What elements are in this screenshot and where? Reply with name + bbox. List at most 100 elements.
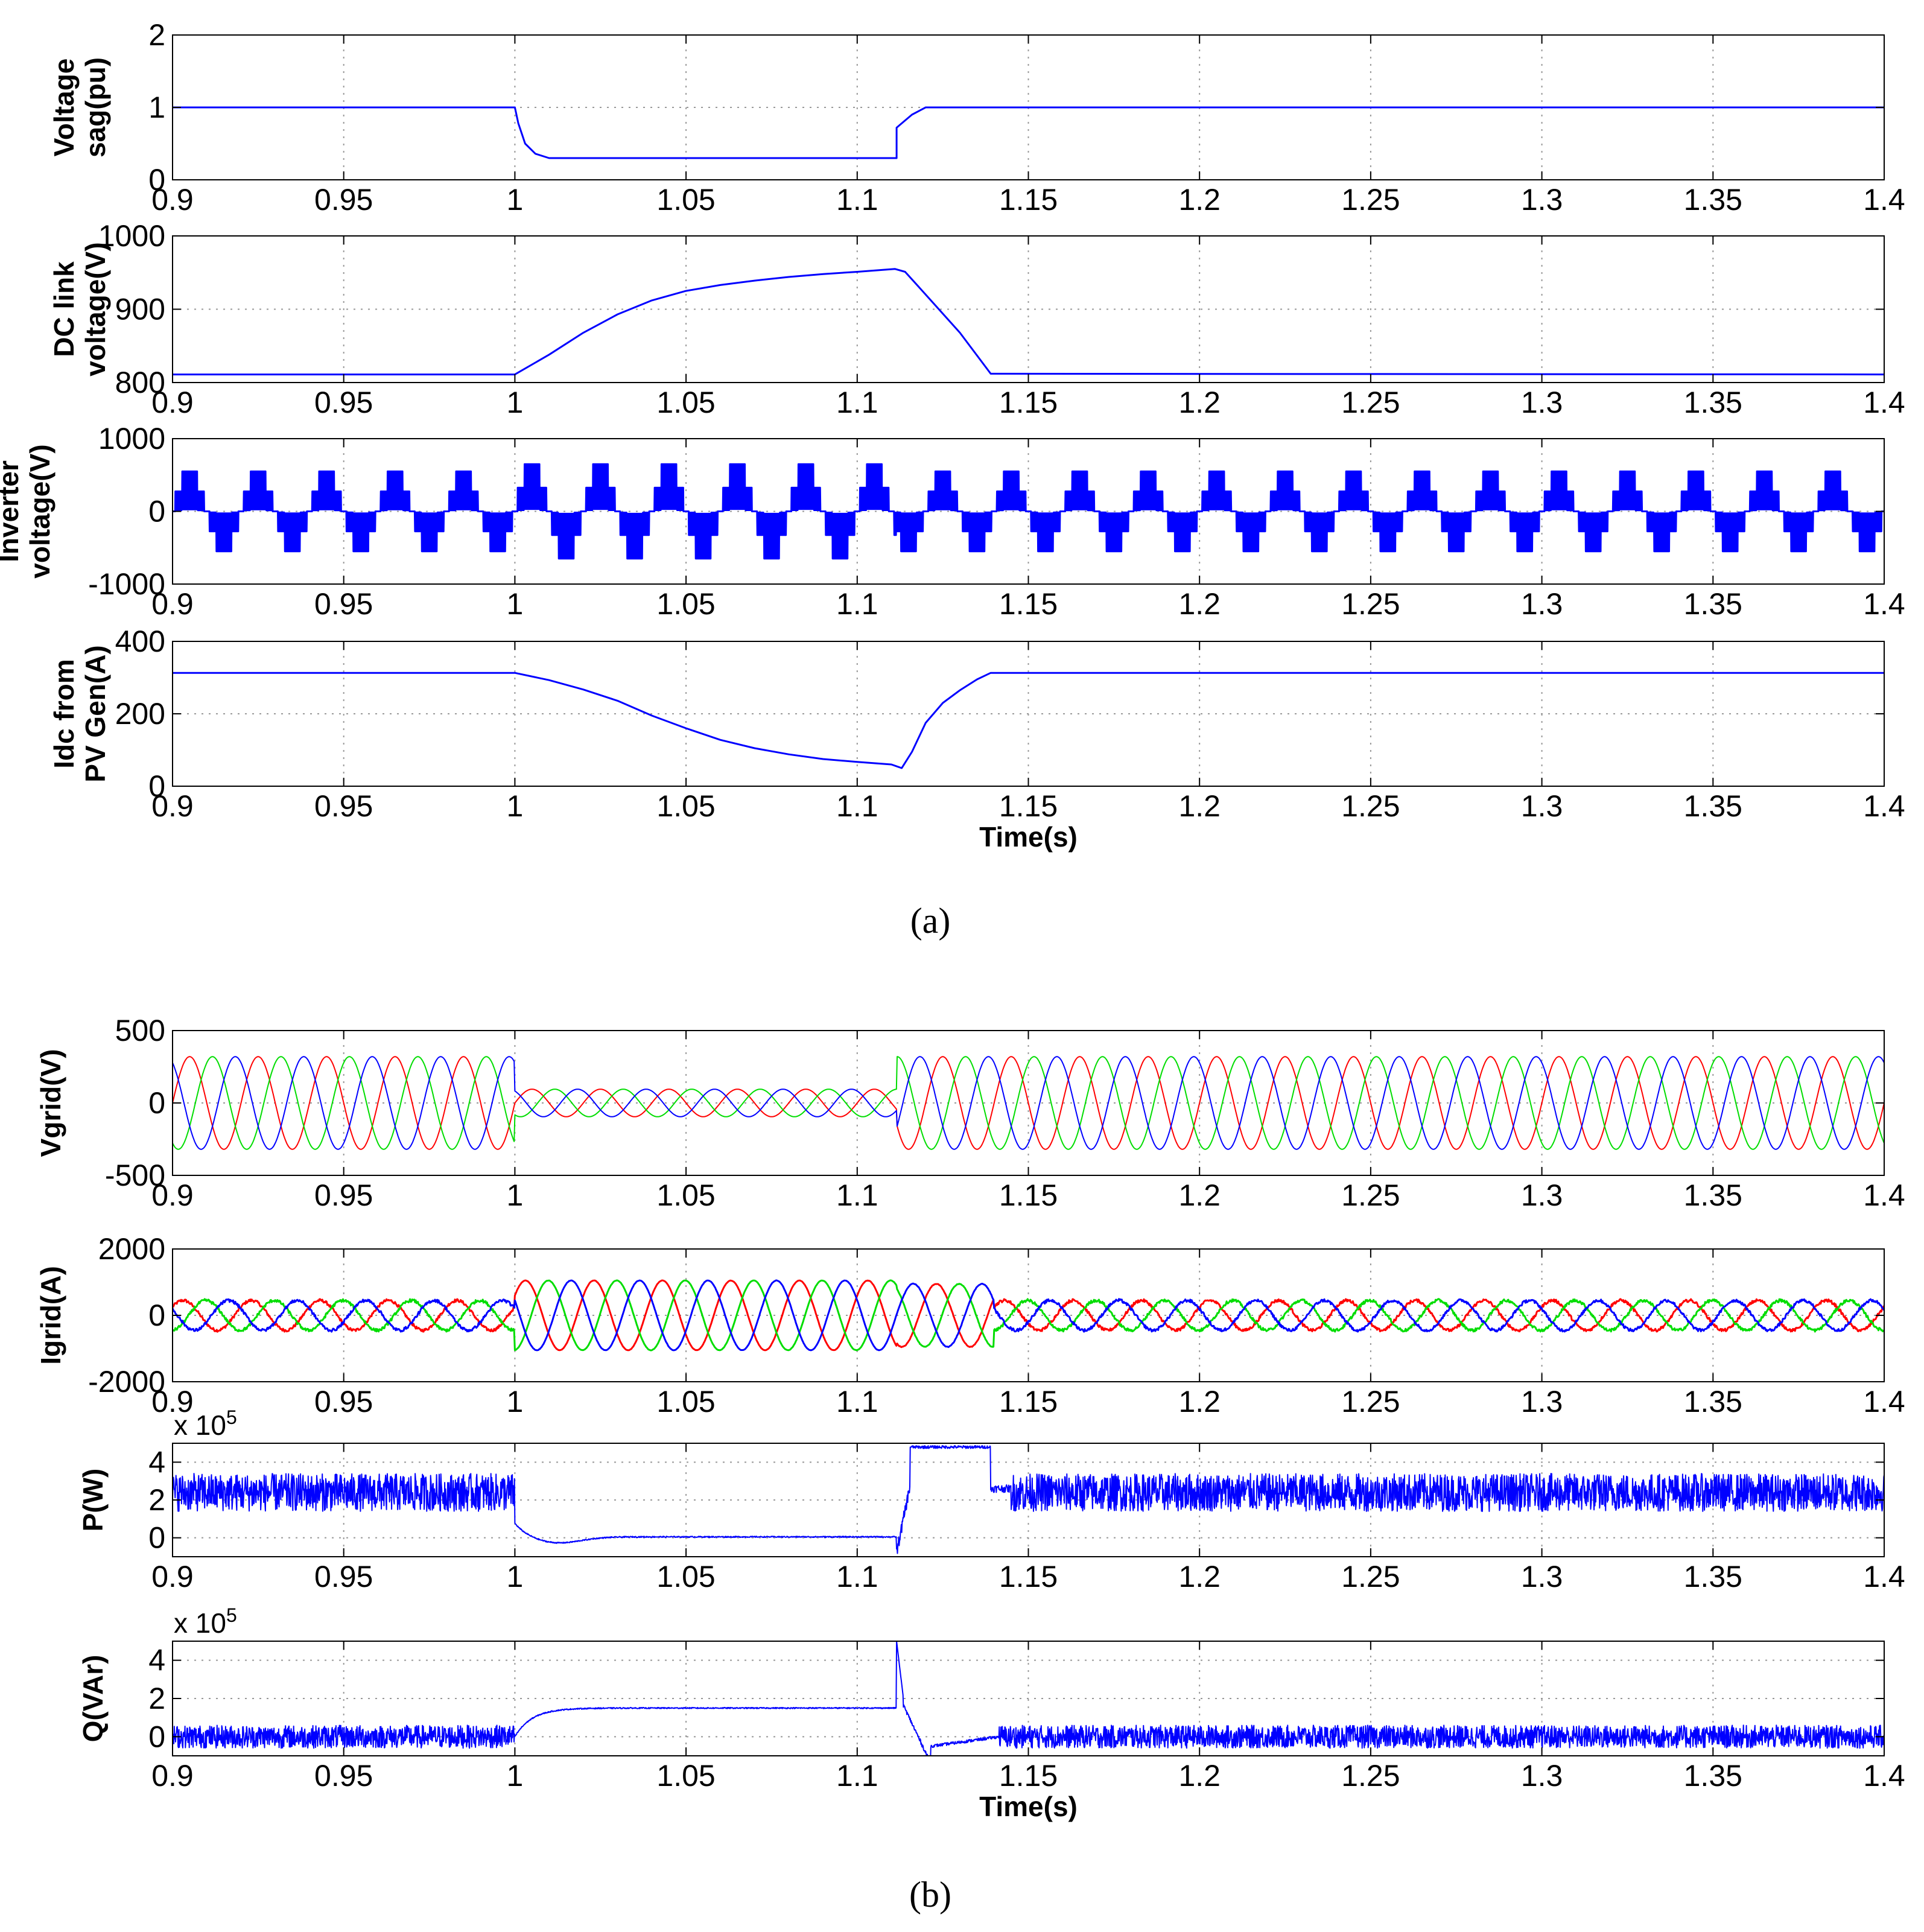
x-tick-label: 0.9 bbox=[151, 1759, 194, 1793]
x-tick-label: 1 bbox=[506, 1759, 523, 1793]
x-tick-label: 1.15 bbox=[999, 1759, 1058, 1793]
series-line-1 bbox=[173, 1641, 1884, 1756]
x-tick-label: 1.4 bbox=[1863, 183, 1905, 217]
x-tick-label: 1 bbox=[506, 587, 523, 621]
x-tick-label: 1.2 bbox=[1178, 789, 1221, 823]
x-tick-label: 1.1 bbox=[836, 587, 878, 621]
x-tick-label: 1.15 bbox=[999, 789, 1058, 823]
y-tick-label: 2000 bbox=[98, 1232, 165, 1266]
series-group bbox=[173, 268, 1884, 376]
x-tick-label: 0.9 bbox=[151, 183, 194, 217]
x-tick-label: 1.25 bbox=[1341, 1759, 1400, 1793]
x-tick-label: 1.1 bbox=[836, 1560, 878, 1594]
x-tick-label: 1.25 bbox=[1341, 386, 1400, 419]
series-group bbox=[173, 1056, 1884, 1150]
y-axis-label-line: PV Gen(A) bbox=[80, 645, 111, 782]
y-tick-label: 0 bbox=[148, 1086, 165, 1120]
panel-b1: 0.9 0.95 1 1.05 1.1 1.15 1.2 1.25 1.3 1.35 1.4 -500… bbox=[35, 1014, 1905, 1212]
y-axis-label-line: Q(VAr) bbox=[77, 1655, 109, 1743]
axis-multiplier: x 105 bbox=[174, 1406, 237, 1441]
panel-a1: 0.9 0.95 1 1.05 1.1 1.15 1.2 1.25 1.3 1.35 1.4 0 1 2 V… bbox=[48, 18, 1905, 217]
y-tick-label: 400 bbox=[115, 624, 165, 658]
x-tick-label: 0.95 bbox=[314, 587, 373, 621]
y-tick-label: 1000 bbox=[98, 422, 165, 456]
x-tick-label: 0.9 bbox=[151, 1178, 194, 1212]
x-tick-label: 1.2 bbox=[1178, 1759, 1221, 1793]
x-tick-label: 1.1 bbox=[836, 386, 878, 419]
x-tick-label: 1.15 bbox=[999, 183, 1058, 217]
x-tick-label: 1 bbox=[506, 1178, 523, 1212]
y-axis-label: Voltagesag(pu) bbox=[48, 57, 111, 157]
x-tick-label: 1.2 bbox=[1178, 1178, 1221, 1212]
x-tick-label: 1.35 bbox=[1684, 587, 1742, 621]
series-group bbox=[173, 463, 1884, 560]
panel-a2: 0.9 0.95 1 1.05 1.1 1.15 1.2 1.25 1.3 1.35 1.4 800 9… bbox=[48, 219, 1905, 419]
x-tick-label: 1.4 bbox=[1863, 1385, 1905, 1419]
y-axis-label: P(W) bbox=[77, 1469, 109, 1532]
y-axis-label: Igrid(A) bbox=[35, 1266, 66, 1365]
axis-multiplier-exponent: 5 bbox=[226, 1604, 237, 1626]
y-axis-label-line: Inverter bbox=[0, 460, 24, 562]
y-tick-label: 800 bbox=[115, 366, 165, 399]
y-tick-label: -500 bbox=[105, 1158, 165, 1192]
series-group bbox=[173, 1641, 1884, 1756]
x-tick-label: 1.1 bbox=[836, 1759, 878, 1793]
x-tick-label: 1.25 bbox=[1341, 1385, 1400, 1419]
x-tick-label: 1.2 bbox=[1178, 1560, 1221, 1594]
x-tick-label: 1.35 bbox=[1684, 1385, 1742, 1419]
x-tick-label: 1.35 bbox=[1684, 1560, 1742, 1594]
series-line-2 bbox=[173, 1056, 1884, 1150]
y-tick-label: 1000 bbox=[98, 219, 165, 253]
y-axis-label: Q(VAr) bbox=[77, 1655, 109, 1743]
y-axis-label-line: voltage(V) bbox=[80, 242, 111, 376]
x-tick-label: 1.2 bbox=[1178, 386, 1221, 419]
x-tick-label: 1 bbox=[506, 183, 523, 217]
x-tick-label: 1.4 bbox=[1863, 386, 1905, 419]
x-tick-label: 0.95 bbox=[314, 789, 373, 823]
x-tick-label: 1.4 bbox=[1863, 587, 1905, 621]
y-tick-label: 0 bbox=[148, 769, 165, 803]
series-line-1 bbox=[173, 1056, 1884, 1150]
x-tick-label: 0.9 bbox=[151, 1385, 194, 1419]
x-tick-label: 1.3 bbox=[1521, 1385, 1563, 1419]
panel-a4: 0.9 0.95 1 1.05 1.1 1.15 1.2 1.25 1.3 1.35 1.4 0 200… bbox=[48, 624, 1905, 853]
series-line-3 bbox=[173, 1279, 1884, 1352]
x-tick-label: 0.9 bbox=[151, 386, 194, 419]
x-tick-label: 1.1 bbox=[836, 1385, 878, 1419]
series-group bbox=[173, 1279, 1884, 1352]
x-tick-label: 1.1 bbox=[836, 1178, 878, 1212]
series-line-1 bbox=[173, 1445, 1884, 1554]
x-tick-label: 0.95 bbox=[314, 183, 373, 217]
axis-multiplier: x 105 bbox=[174, 1604, 237, 1639]
y-axis-label: DC linkvoltage(V) bbox=[48, 242, 111, 376]
y-tick-label: 0 bbox=[148, 495, 165, 529]
x-tick-label: 1.35 bbox=[1684, 1759, 1742, 1793]
y-tick-label: 0 bbox=[148, 1298, 165, 1332]
x-tick-label: 1.15 bbox=[999, 1178, 1058, 1212]
y-axis-label-line: Idc from bbox=[48, 659, 80, 768]
x-tick-label: 1.05 bbox=[656, 1759, 715, 1793]
series-line-3 bbox=[173, 1056, 1884, 1150]
x-tick-label: 1 bbox=[506, 789, 523, 823]
y-tick-label: 200 bbox=[115, 697, 165, 731]
x-tick-label: 1.35 bbox=[1684, 789, 1742, 823]
y-tick-label: -2000 bbox=[88, 1365, 165, 1399]
x-tick-label: 1.3 bbox=[1521, 183, 1563, 217]
x-tick-label: 1.2 bbox=[1178, 587, 1221, 621]
x-tick-label: 1.25 bbox=[1341, 183, 1400, 217]
y-axis-label: Invertervoltage(V) bbox=[0, 444, 56, 578]
x-tick-label: 0.9 bbox=[151, 1560, 194, 1594]
x-tick-label: 1.4 bbox=[1863, 1560, 1905, 1594]
x-tick-label: 1.2 bbox=[1178, 1385, 1221, 1419]
x-tick-label: 1.3 bbox=[1521, 386, 1563, 419]
x-tick-label: 0.95 bbox=[314, 1178, 373, 1212]
series-line-1 bbox=[173, 463, 1884, 560]
x-tick-label: 1.2 bbox=[1178, 183, 1221, 217]
x-tick-label: 1.3 bbox=[1521, 1560, 1563, 1594]
panel-b2: 0.9 0.95 1 1.05 1.1 1.15 1.2 1.25 1.3 1.35 1.4 -200… bbox=[35, 1232, 1905, 1419]
panel-b4: 0.9 0.95 1 1.05 1.1 1.15 1.2 1.25 1.3 1.35 1.4 0 2 4 Q… bbox=[77, 1604, 1905, 1822]
y-axis-label-line: sag(pu) bbox=[80, 57, 111, 157]
x-tick-label: 1.3 bbox=[1521, 587, 1563, 621]
panel-a3: 0.9 0.95 1 1.05 1.1 1.15 1.2 1.25 1.3 1.35 1.4 -100… bbox=[0, 422, 1905, 621]
x-axis-label: Time(s) bbox=[979, 1791, 1078, 1822]
